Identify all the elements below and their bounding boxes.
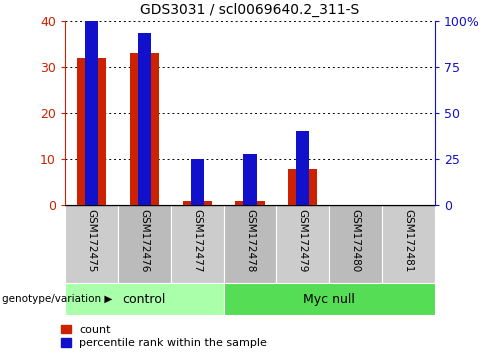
- Bar: [224, 283, 435, 315]
- Bar: [382, 205, 435, 283]
- Text: GSM172477: GSM172477: [192, 209, 202, 273]
- Bar: [296, 131, 310, 205]
- Bar: [170, 205, 224, 283]
- Bar: [244, 154, 256, 205]
- Text: control: control: [122, 293, 166, 306]
- Text: GSM172480: GSM172480: [350, 209, 360, 273]
- Bar: [182, 201, 212, 205]
- Bar: [224, 205, 276, 283]
- Text: genotype/variation ▶: genotype/variation ▶: [2, 294, 113, 304]
- Bar: [77, 58, 106, 205]
- Text: GSM172475: GSM172475: [86, 209, 97, 273]
- Bar: [276, 205, 330, 283]
- Text: GSM172481: GSM172481: [404, 209, 413, 273]
- Bar: [236, 201, 264, 205]
- Bar: [288, 169, 318, 205]
- Title: GDS3031 / scl0069640.2_311-S: GDS3031 / scl0069640.2_311-S: [140, 3, 360, 17]
- Bar: [190, 159, 204, 205]
- Text: Myc null: Myc null: [304, 293, 355, 306]
- Bar: [330, 205, 382, 283]
- Text: GSM172476: GSM172476: [140, 209, 149, 273]
- Bar: [85, 21, 98, 205]
- Text: GSM172478: GSM172478: [245, 209, 255, 273]
- Text: GSM172479: GSM172479: [298, 209, 308, 273]
- Bar: [65, 205, 118, 283]
- Bar: [65, 283, 224, 315]
- Bar: [130, 53, 159, 205]
- Bar: [138, 33, 151, 205]
- Bar: [118, 205, 171, 283]
- Legend: count, percentile rank within the sample: count, percentile rank within the sample: [60, 325, 268, 348]
